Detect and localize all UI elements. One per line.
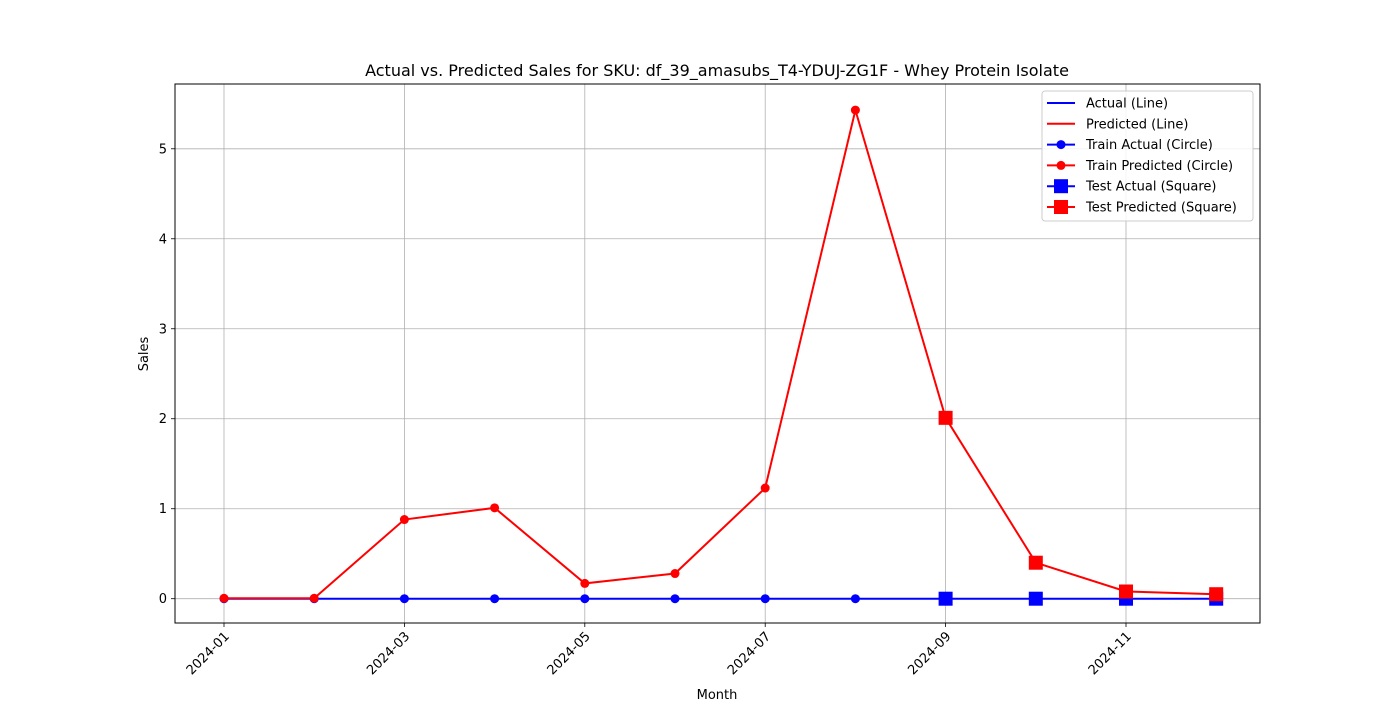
predicted-train-point	[850, 105, 860, 115]
y-tick-label: 1	[159, 502, 167, 517]
legend-label: Test Predicted (Square)	[1085, 201, 1237, 216]
predicted-test-point	[1028, 555, 1043, 570]
predicted-test-point	[938, 410, 953, 425]
actual-train-point	[850, 594, 860, 604]
actual-test-point	[1028, 591, 1043, 606]
predicted-train-point	[399, 515, 409, 525]
actual-train-point	[760, 594, 770, 604]
chart-title: Actual vs. Predicted Sales for SKU: df_3…	[365, 61, 1069, 81]
y-tick-label: 0	[159, 592, 167, 607]
actual-test-point	[938, 591, 953, 606]
predicted-train-point	[760, 483, 770, 493]
predicted-test-point	[1119, 584, 1133, 599]
predicted-train-point	[580, 578, 590, 588]
legend-swatch-circle	[1056, 160, 1066, 170]
predicted-train-point	[219, 593, 229, 603]
actual-train-point	[580, 594, 590, 604]
x-tick-label: 2024-05	[545, 629, 594, 678]
y-tick-label: 2	[159, 412, 167, 427]
predicted-train-point	[309, 593, 319, 603]
legend-swatch-circle	[1056, 140, 1066, 150]
plot-frame	[174, 83, 1261, 624]
legend-label: Test Actual (Square)	[1085, 180, 1217, 195]
legend-label: Actual (Line)	[1086, 97, 1168, 112]
x-tick-label: 2024-09	[905, 629, 954, 678]
x-tick-label: 2024-01	[184, 629, 233, 678]
y-axis-ticks: 0 1 2 3 4 5	[159, 142, 175, 607]
x-axis-ticks: 2024-01 2024-03 2024-05 2024-07 2024-09 2024-…	[184, 623, 1135, 678]
predicted-series-line	[224, 106, 1217, 600]
actual-train-point	[399, 594, 409, 604]
predicted-train-point	[490, 503, 500, 513]
x-tick-label: 2024-11	[1086, 629, 1135, 678]
legend-swatch-square	[1054, 179, 1068, 194]
predicted-train-point	[670, 569, 680, 579]
legend-label: Predicted (Line)	[1086, 117, 1188, 132]
y-axis-label: Sales	[137, 336, 152, 371]
legend: Actual (Line) Predicted (Line) Train Actua…	[1041, 90, 1254, 222]
legend-label: Train Predicted (Circle)	[1085, 159, 1233, 174]
legend-label: Train Actual (Circle)	[1085, 138, 1213, 153]
actual-train-point	[670, 594, 680, 604]
x-tick-label: 2024-07	[725, 629, 774, 678]
series-layer	[219, 105, 1224, 606]
x-axis-label: Month	[697, 688, 738, 700]
x-tick-label: 2024-03	[364, 629, 413, 678]
predicted-test-point	[1209, 587, 1224, 602]
legend-swatch-square	[1054, 200, 1068, 214]
y-tick-label: 3	[159, 322, 167, 337]
y-tick-label: 5	[159, 142, 167, 157]
y-tick-label: 4	[159, 232, 167, 247]
actual-train-point	[490, 594, 500, 604]
legend-box	[1041, 90, 1254, 222]
